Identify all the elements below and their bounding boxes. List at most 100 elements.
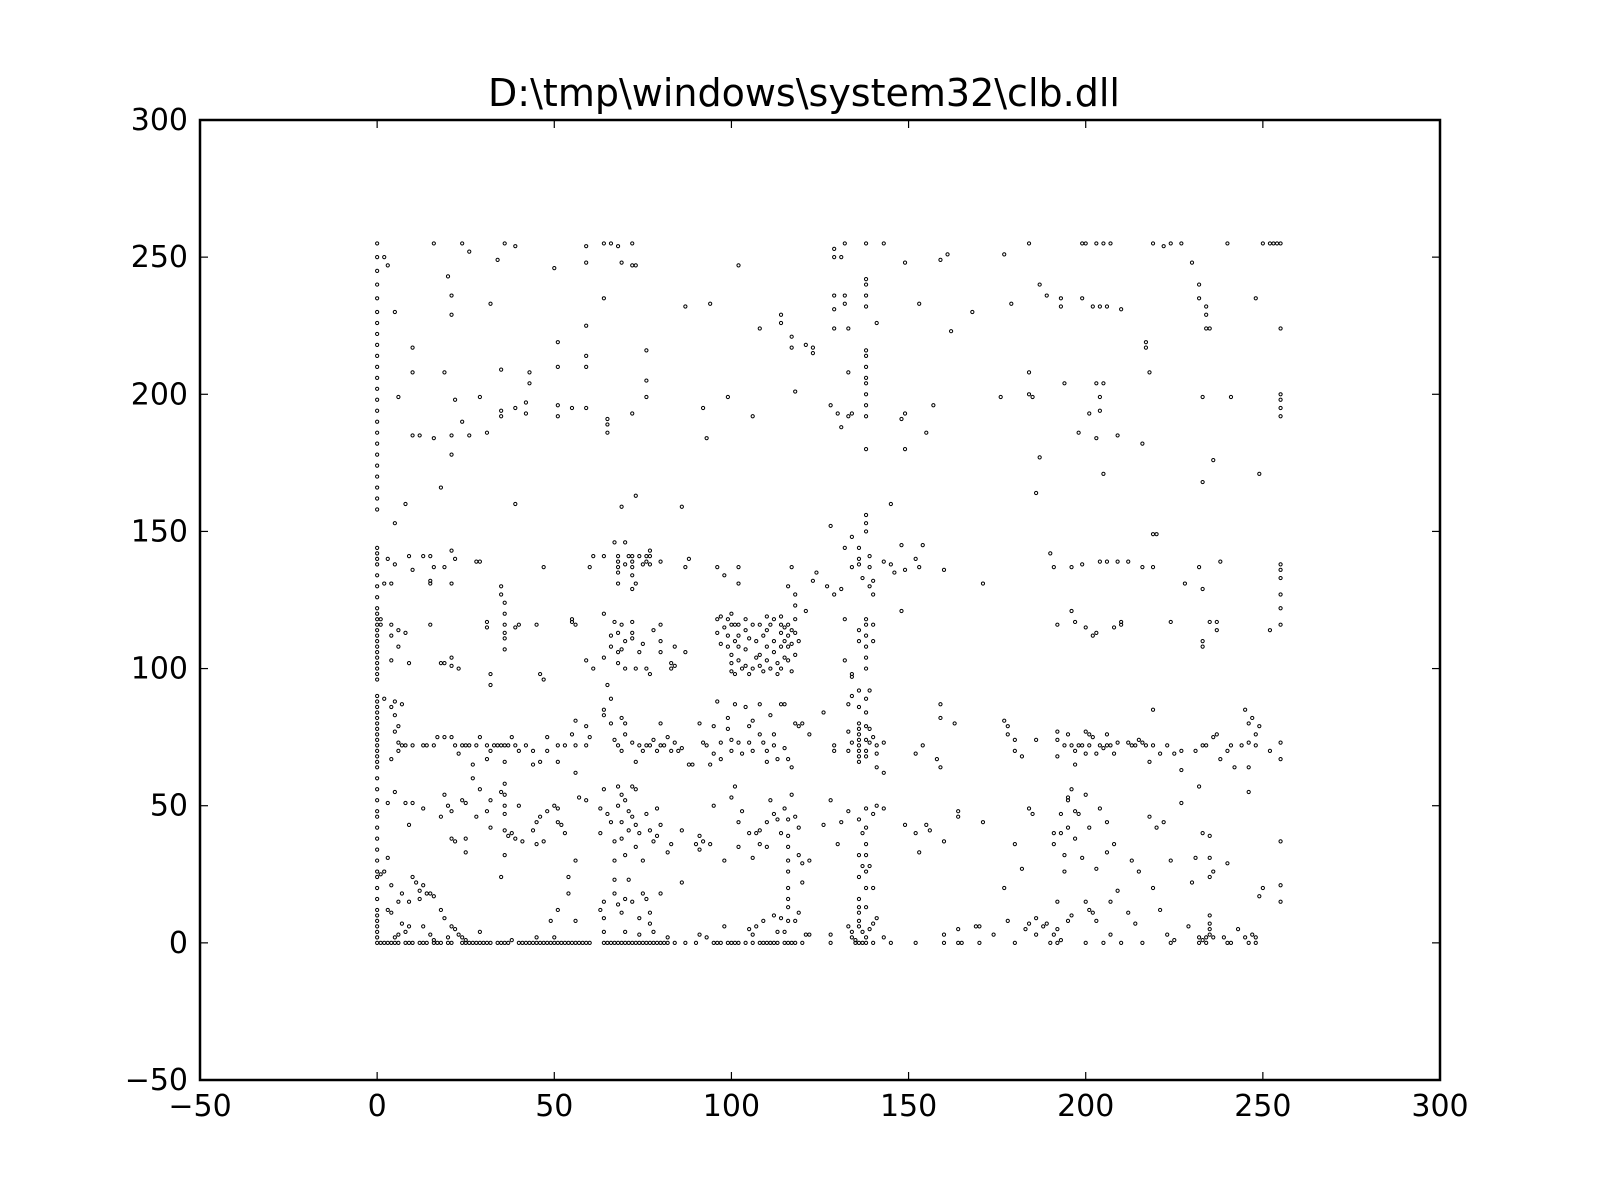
data-point — [956, 940, 961, 945]
data-point — [1193, 748, 1198, 753]
data-point — [449, 312, 454, 317]
data-point — [725, 940, 730, 945]
data-point — [1080, 241, 1085, 246]
data-point — [902, 567, 908, 572]
data-point — [399, 743, 405, 748]
data-point — [460, 419, 465, 424]
data-point — [725, 617, 730, 622]
data-point — [796, 910, 801, 915]
data-point — [856, 940, 862, 945]
data-point — [392, 940, 397, 945]
data-point — [375, 507, 380, 512]
data-point — [608, 696, 614, 701]
data-point — [669, 666, 674, 671]
data-point — [502, 743, 507, 748]
data-point — [1111, 842, 1117, 847]
data-point — [832, 326, 837, 331]
data-point — [375, 595, 380, 600]
data-point — [1111, 625, 1117, 630]
data-point — [718, 940, 723, 945]
data-point — [403, 501, 408, 507]
data-point — [871, 940, 876, 945]
data-point — [1094, 918, 1099, 924]
data-point — [452, 927, 458, 932]
data-point — [750, 940, 755, 945]
data-point — [1150, 743, 1156, 748]
data-point — [375, 364, 380, 369]
data-point — [382, 255, 387, 260]
data-point — [569, 619, 575, 625]
data-point — [488, 301, 493, 306]
data-point — [584, 798, 589, 803]
data-point — [789, 641, 794, 646]
data-point — [1246, 740, 1251, 745]
data-point — [555, 820, 560, 825]
data-point — [1253, 296, 1258, 301]
data-point — [403, 940, 408, 945]
data-point — [782, 806, 787, 811]
data-point — [598, 831, 603, 836]
data-point — [913, 831, 918, 836]
data-point — [1243, 707, 1248, 712]
data-point — [615, 564, 621, 570]
data-point — [449, 581, 454, 586]
data-point — [874, 743, 879, 748]
y-tick-label: −50 — [125, 1063, 188, 1098]
data-point — [375, 622, 380, 627]
data-point — [555, 806, 560, 811]
data-point — [807, 932, 812, 937]
data-point — [608, 721, 614, 726]
data-point — [775, 940, 780, 945]
data-point — [382, 940, 387, 945]
data-point — [839, 255, 844, 260]
data-point — [644, 378, 649, 383]
data-point — [881, 935, 886, 940]
data-point — [1002, 718, 1007, 723]
data-point — [442, 916, 447, 921]
data-point — [452, 839, 458, 844]
data-point — [1189, 260, 1195, 265]
data-point — [421, 554, 426, 559]
data-point — [410, 433, 415, 438]
data-point — [520, 839, 525, 844]
data-point — [856, 918, 862, 924]
data-point — [502, 811, 507, 817]
data-point — [708, 301, 713, 306]
data-point — [630, 740, 635, 745]
data-point — [771, 639, 777, 644]
data-point — [499, 408, 504, 413]
data-point — [442, 735, 447, 740]
data-point — [743, 647, 748, 652]
data-point — [552, 803, 557, 808]
data-point — [605, 811, 610, 817]
data-point — [431, 241, 436, 246]
data-point — [385, 263, 390, 268]
data-point — [502, 630, 507, 636]
data-point — [651, 940, 656, 945]
data-point — [1012, 842, 1017, 847]
data-point — [630, 241, 635, 246]
data-point — [449, 452, 454, 457]
data-point — [938, 765, 943, 770]
data-point — [683, 564, 688, 570]
data-point — [669, 748, 674, 753]
data-point — [538, 671, 543, 677]
data-point — [530, 748, 536, 753]
data-point — [874, 803, 879, 808]
data-point — [573, 770, 578, 775]
data-point — [1104, 559, 1110, 564]
data-point — [871, 921, 876, 926]
data-point — [1271, 241, 1276, 246]
data-point — [725, 633, 730, 638]
data-point — [793, 389, 798, 394]
data-point — [431, 894, 436, 899]
data-point — [1225, 861, 1230, 866]
data-point — [375, 282, 380, 287]
data-point — [449, 663, 454, 668]
data-point — [559, 822, 564, 828]
data-point — [700, 839, 706, 844]
data-point — [793, 630, 798, 636]
data-point — [757, 663, 762, 668]
data-point — [598, 806, 603, 811]
data-point — [619, 820, 624, 825]
